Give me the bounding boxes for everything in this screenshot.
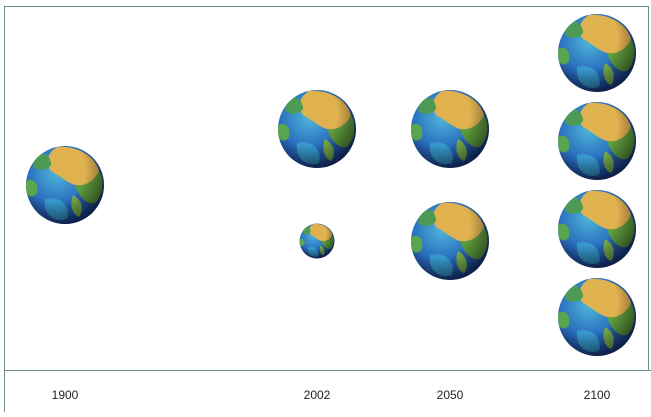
x-tick-label: 2002 <box>304 388 331 402</box>
x-tick-label: 2100 <box>584 388 611 402</box>
globe <box>277 90 356 168</box>
globe <box>557 190 636 268</box>
globe <box>299 224 334 259</box>
x-tick-label: 2050 <box>437 388 464 402</box>
globe <box>410 90 489 168</box>
x-tick-label: 1900 <box>52 388 79 402</box>
globe <box>557 102 636 180</box>
globe <box>557 278 636 356</box>
globe <box>557 14 636 92</box>
globe <box>410 202 489 280</box>
globe <box>25 146 104 224</box>
